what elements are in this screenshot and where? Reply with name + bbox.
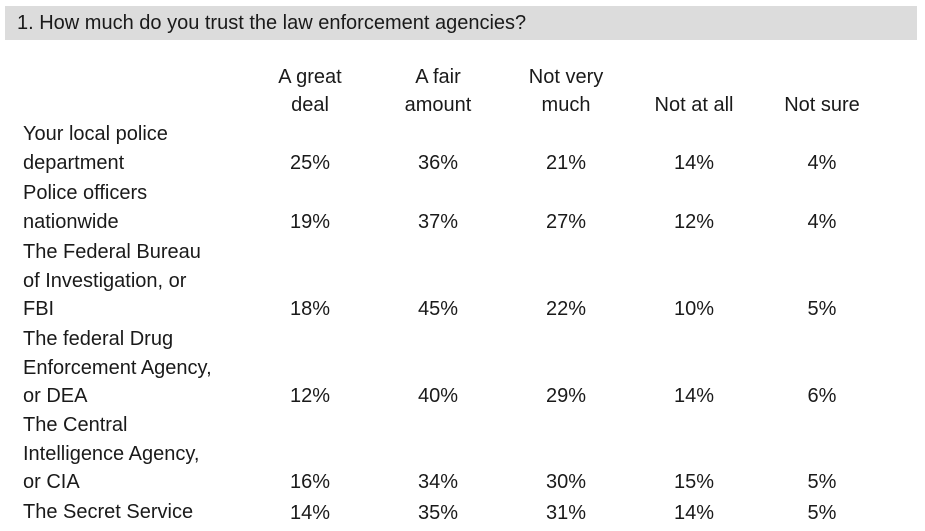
value-cell: 12% bbox=[673, 210, 715, 233]
column-header-not-sure: Not sure bbox=[757, 91, 887, 119]
value-cell: 27% bbox=[545, 210, 587, 233]
value-cell: 15% bbox=[673, 470, 715, 493]
value-cell: 37% bbox=[417, 210, 459, 233]
column-header-line: deal bbox=[291, 94, 329, 116]
value-cell: 21% bbox=[545, 151, 587, 174]
value-cell: 18% bbox=[289, 297, 331, 320]
value-cell: 16% bbox=[289, 470, 331, 493]
value-cell: 14% bbox=[673, 384, 715, 407]
column-header-line: Not at all bbox=[654, 94, 734, 116]
table-row: The Secret Service 14% 35% 31% 14% 5% bbox=[0, 498, 925, 527]
row-label-line: Enforcement Agency, bbox=[23, 356, 212, 379]
value-cell: 35% bbox=[417, 501, 459, 524]
row-label-line: The Central bbox=[23, 414, 128, 436]
value-cell: 31% bbox=[545, 501, 587, 524]
row-label-line: The Federal Bureau bbox=[23, 241, 201, 263]
row-label-line: of Investigation, or bbox=[23, 269, 187, 292]
column-header-not-very-much: Not very much bbox=[501, 63, 631, 119]
value-cell: 5% bbox=[807, 297, 837, 320]
value-cell: 14% bbox=[673, 151, 715, 174]
row-label-line: Your local police bbox=[23, 123, 168, 145]
value-cell: 34% bbox=[417, 470, 459, 493]
table-row: Police officers nationwide 19% 37% 27% 1… bbox=[0, 179, 925, 236]
row-label-line: department bbox=[23, 151, 125, 174]
column-header-line: Not sure bbox=[784, 94, 860, 116]
row-label: The Secret Service bbox=[23, 498, 243, 527]
column-header-line: amount bbox=[404, 94, 472, 116]
row-label-line: FBI bbox=[23, 298, 55, 320]
value-cell: 45% bbox=[417, 297, 459, 320]
table-row: The Federal Bureau of Investigation, or … bbox=[0, 238, 925, 323]
row-label-line: The federal Drug bbox=[23, 328, 174, 350]
table-row: Your local police department 25% 36% 21%… bbox=[0, 120, 925, 177]
value-cell: 36% bbox=[417, 151, 459, 174]
row-label-line: Police officers bbox=[23, 182, 148, 204]
row-label: The Central Intelligence Agency, or CIA bbox=[23, 411, 243, 497]
value-cell: 12% bbox=[289, 384, 331, 407]
value-cell: 25% bbox=[289, 151, 331, 174]
row-label-line: nationwide bbox=[23, 210, 119, 233]
value-cell: 14% bbox=[673, 501, 715, 524]
column-header-fair-amount: A fair amount bbox=[373, 63, 503, 119]
row-label: Your local police department bbox=[23, 120, 243, 177]
value-cell: 4% bbox=[807, 210, 837, 233]
value-cell: 5% bbox=[807, 501, 837, 524]
table-header: A great deal A fair amount Not very much… bbox=[0, 61, 925, 119]
value-cell: 14% bbox=[289, 501, 331, 524]
value-cell: 4% bbox=[807, 151, 837, 174]
row-label-line: or CIA bbox=[23, 471, 80, 493]
column-header-line: A great bbox=[278, 66, 342, 88]
row-label-line: Intelligence Agency, bbox=[23, 442, 200, 465]
table-row: The federal Drug Enforcement Agency, or … bbox=[0, 325, 925, 410]
column-header-line: A fair bbox=[415, 66, 461, 88]
row-label: The federal Drug Enforcement Agency, or … bbox=[23, 325, 243, 411]
row-label: Police officers nationwide bbox=[23, 179, 243, 236]
value-cell: 40% bbox=[417, 384, 459, 407]
value-cell: 6% bbox=[807, 384, 837, 407]
table-row: The Central Intelligence Agency, or CIA … bbox=[0, 411, 925, 496]
column-header-line: Not very bbox=[528, 66, 604, 88]
row-label-line: The Secret Service bbox=[23, 501, 194, 523]
value-cell: 5% bbox=[807, 470, 837, 493]
row-label-line: or DEA bbox=[23, 385, 88, 407]
column-header-not-at-all: Not at all bbox=[629, 91, 759, 119]
column-header-line: much bbox=[541, 94, 591, 116]
question-title: 1. How much do you trust the law enforce… bbox=[5, 6, 917, 40]
value-cell: 30% bbox=[545, 470, 587, 493]
value-cell: 10% bbox=[673, 297, 715, 320]
value-cell: 22% bbox=[545, 297, 587, 320]
value-cell: 29% bbox=[545, 384, 587, 407]
value-cell: 19% bbox=[289, 210, 331, 233]
column-header-great-deal: A great deal bbox=[245, 63, 375, 119]
row-label: The Federal Bureau of Investigation, or … bbox=[23, 238, 243, 324]
